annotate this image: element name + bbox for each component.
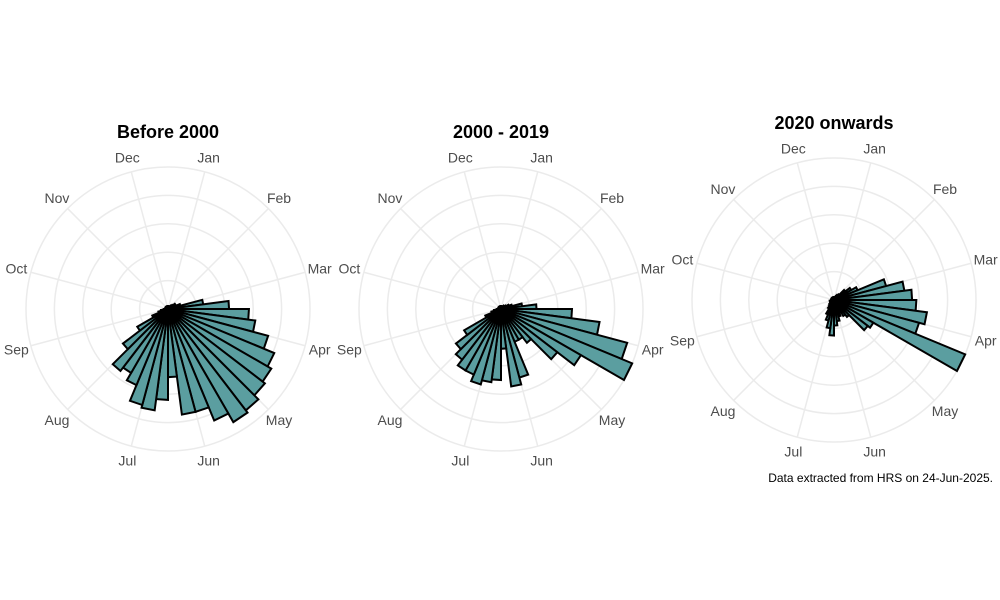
month-label: Apr (309, 342, 331, 358)
month-label: May (932, 403, 958, 419)
panel-title: 2000 - 2019 (453, 122, 549, 142)
panel-2020-onwards: 2020 onwards Jan Feb Mar Apr May Jun Jul Aug Sep… (670, 113, 998, 460)
month-label: Jan (530, 149, 553, 165)
panel-2000-2019: 2000 - 2019 Jan Feb Mar Apr May Jun Jul Aug Sep O… (337, 122, 665, 469)
month-label: Sep (4, 342, 29, 358)
grid-spoke (400, 208, 502, 310)
month-label: Jun (530, 453, 553, 469)
grid-spoke (500, 271, 639, 310)
grid-spoke (167, 171, 206, 310)
month-label: Aug (45, 412, 70, 428)
chart-bar (462, 308, 502, 337)
grid-spoke (796, 162, 835, 301)
month-label: Apr (642, 342, 664, 358)
grid-spoke (833, 162, 872, 301)
month-label: Nov (45, 190, 70, 206)
data-source-caption: Data extracted from HRS on 24-Jun-2025. (768, 471, 993, 485)
grid-ring (415, 223, 587, 395)
grid-spoke (30, 271, 169, 310)
month-labels: Jan Feb Mar Apr May Jun Jul Aug Sep Oct Nov Dec (670, 140, 998, 459)
month-label: Jul (118, 453, 136, 469)
grid-ring (386, 194, 616, 424)
month-label: Nov (711, 181, 736, 197)
grid-ring (748, 214, 920, 386)
month-label: Dec (448, 149, 473, 165)
grid-ring (358, 166, 644, 452)
grid-spoke (733, 199, 835, 301)
month-label: Dec (115, 149, 140, 165)
month-label: Mar (974, 251, 998, 267)
grid-spoke (463, 171, 502, 310)
grid-spoke (696, 262, 835, 301)
month-label: Feb (600, 190, 624, 206)
month-label: Oct (5, 260, 27, 276)
month-label: Feb (933, 181, 957, 197)
grid-ring (53, 194, 283, 424)
month-label: Dec (781, 140, 806, 156)
grid-ring (25, 166, 311, 452)
grid-spoke (30, 308, 169, 347)
grid-spoke (833, 199, 935, 301)
month-label: May (266, 412, 292, 428)
month-label: Nov (378, 190, 403, 206)
month-label: Aug (378, 412, 403, 428)
month-label: Oct (671, 251, 693, 267)
grid-spoke (833, 299, 872, 438)
grid-spoke (363, 271, 502, 310)
grid-spoke (167, 208, 269, 310)
grid-spoke (363, 308, 502, 347)
month-label: Sep (337, 342, 362, 358)
bar-series (454, 302, 634, 388)
month-label: Jan (863, 140, 886, 156)
month-label: Jul (784, 444, 802, 460)
month-label: Feb (267, 190, 291, 206)
grid-ring (691, 157, 977, 443)
month-label: Jul (451, 453, 469, 469)
month-label: Mar (641, 260, 665, 276)
grid-ring (719, 185, 949, 415)
month-label: May (599, 412, 625, 428)
grid-spoke (130, 171, 169, 310)
panel-before-2000: Before 2000 Jan Feb Mar Apr May Jun Jul Aug Sep O… (4, 122, 332, 469)
month-label: Apr (975, 333, 997, 349)
month-label: Jun (197, 453, 220, 469)
month-label: Jun (863, 444, 886, 460)
grid-spoke (67, 208, 169, 310)
month-label: Sep (670, 333, 695, 349)
month-label: Jan (197, 149, 220, 165)
bar-series (824, 278, 967, 373)
bar-series (111, 298, 276, 424)
grid-spoke (733, 299, 835, 401)
panel-title: 2020 onwards (774, 113, 893, 133)
month-label: Oct (338, 260, 360, 276)
grid-spoke (696, 299, 835, 338)
chart-bar (833, 299, 967, 373)
month-labels: Jan Feb Mar Apr May Jun Jul Aug Sep Oct Nov Dec (4, 149, 332, 468)
grid-spoke (500, 171, 539, 310)
grid-spoke (500, 208, 602, 310)
month-label: Aug (711, 403, 736, 419)
panel-title: Before 2000 (117, 122, 219, 142)
month-labels: Jan Feb Mar Apr May Jun Jul Aug Sep Oct Nov Dec (337, 149, 665, 468)
month-label: Mar (308, 260, 332, 276)
